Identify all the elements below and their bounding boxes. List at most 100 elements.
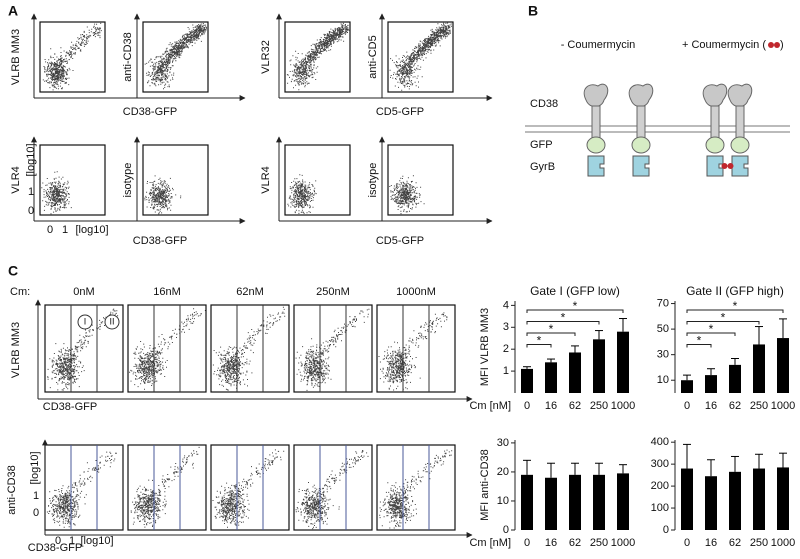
y-tick-label: 30 [497,437,509,449]
concentration-label: 1000nM [396,286,436,298]
condition-label: - Coumermycin [561,39,636,51]
x-tick-label: 0 [524,537,530,549]
plot-frame [127,444,207,531]
axis-tick: 0 [33,507,39,519]
x-tick-label: 1000 [611,400,635,412]
y-tick-label: 400 [651,436,669,448]
x-tick-label: 16 [705,400,717,412]
y-tick-label: 200 [651,480,669,492]
x-label: CD38-GFP [43,401,97,413]
protein [628,83,654,177]
y-label: anti-CD38 [6,465,18,515]
bar [681,380,693,393]
axis-tick: 1 [33,490,39,502]
significance-label: * [721,311,726,325]
bar [593,474,605,530]
plot-frame [387,21,454,93]
panel-label: B [528,3,538,19]
axis-tick: 1 [62,224,68,236]
plot-frame [142,21,209,93]
bar [777,467,789,530]
axis-tick: 0 [55,535,61,547]
x-tick-label: 1000 [611,537,635,549]
bar [681,468,693,530]
bar [569,474,581,530]
y-tick-label: 10 [657,374,669,386]
bar [521,474,533,530]
coumermycin-icon [721,163,734,169]
significance-bracket [526,309,624,313]
plot-frame [142,144,209,216]
y-label: VLR4 [260,166,272,194]
x-tick-label: 1000 [771,400,795,412]
concentration-label: 62nM [236,286,264,298]
axis-tick: 1 [69,535,75,547]
y-label: anti-CD5 [367,35,379,78]
x-tick-label: 0 [524,400,530,412]
axis-tick: 0 [28,205,34,217]
y-label: MFI VLRB MM3 [479,308,491,386]
x-label: CD38-GFP [28,542,82,554]
flow-events [295,450,369,530]
gate-marker [77,314,93,330]
x-tick-label: 62 [729,537,741,549]
plot-frame [44,444,124,531]
protein-label: CD38 [530,98,558,110]
y-label: MFI anti-CD38 [479,449,491,521]
x-label: CD38-GFP [123,106,177,118]
plot-frame [387,144,454,216]
concentration-label: 0nM [73,286,94,298]
y-label: VLR32 [260,40,272,74]
plot-frame [39,144,106,216]
significance-bracket [526,344,552,348]
concentration-label: 16nM [153,286,181,298]
plot-frame [293,444,373,531]
plot-frame [284,144,351,216]
plot-frame [293,304,373,393]
plot-frame [210,304,290,393]
axis-tick: [log10] [29,451,41,484]
bar [729,364,741,393]
significance-label: * [573,299,578,313]
x-label: CD5-GFP [376,106,424,118]
x-tick-label: 16 [545,537,557,549]
y-tick-label: 3 [503,321,509,333]
axis-tick: 0 [47,224,53,236]
y-tick-label: 1 [503,365,509,377]
coumermycin-icon [768,42,780,48]
bar [569,352,581,393]
y-label: VLRB MM3 [10,322,22,378]
y-tick-label: 70 [657,297,669,309]
bar [705,375,717,393]
flow-events [41,171,72,215]
bar [617,331,629,393]
protein [727,83,753,177]
axis-tick: 1 [28,186,34,198]
y-tick-label: 10 [497,495,509,507]
concentration-label: 250nM [316,286,350,298]
bar [545,362,557,393]
flow-events [144,175,182,215]
flow-events [144,23,207,90]
flow-events [212,449,285,528]
panel-label: A [8,3,18,19]
gate-label: I [84,316,87,326]
bar [617,473,629,530]
x-tick-label: 250 [590,537,608,549]
y-label: isotype [367,163,379,198]
axis-tick: [log10] [80,535,113,547]
x-tick-label: 0 [684,537,690,549]
flow-events [287,174,317,214]
flow-events [47,308,119,391]
significance-bracket [526,332,576,336]
significance-label: * [537,334,542,348]
y-tick-label: 2 [503,343,509,355]
flow-events [129,308,206,390]
bar [753,344,765,393]
flow-events [286,22,350,91]
x-tick-label: 62 [569,537,581,549]
significance-bracket [686,321,760,325]
x-label: Cm [nM] [469,400,511,412]
bar [521,368,533,393]
